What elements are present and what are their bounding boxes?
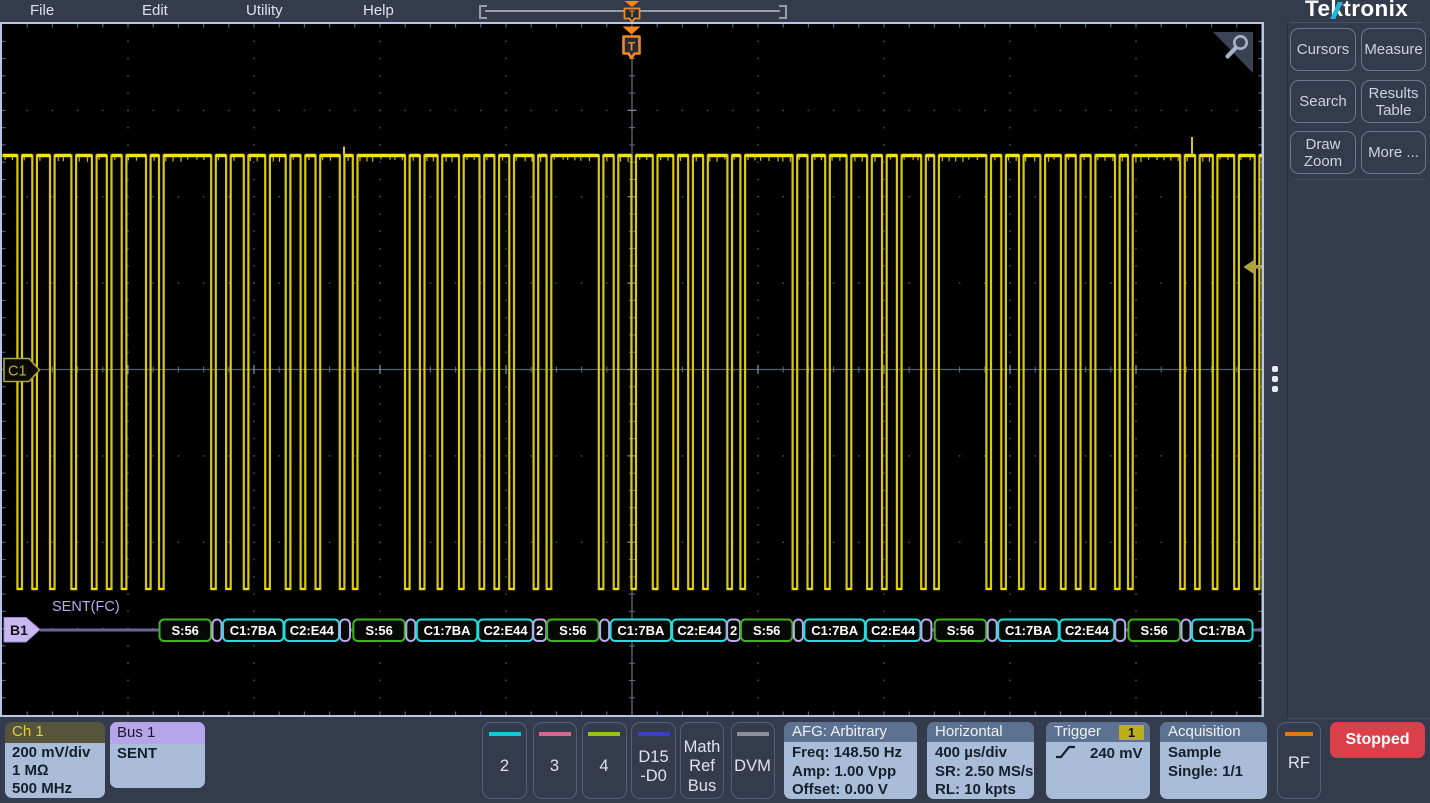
svg-text:C1:7BA: C1:7BA bbox=[1005, 623, 1053, 638]
svg-text:T: T bbox=[629, 9, 635, 20]
svg-text:SENT(FC): SENT(FC) bbox=[52, 599, 120, 615]
svg-text:C2:E44: C2:E44 bbox=[677, 623, 722, 638]
svg-text:S:56: S:56 bbox=[947, 623, 974, 638]
svg-text:C1: C1 bbox=[8, 364, 27, 380]
svg-text:S:56: S:56 bbox=[171, 623, 198, 638]
svg-text:C1:7BA: C1:7BA bbox=[617, 623, 665, 638]
svg-text:2: 2 bbox=[730, 623, 737, 638]
svg-text:S:56: S:56 bbox=[365, 623, 392, 638]
svg-text:C2:E44: C2:E44 bbox=[484, 623, 529, 638]
svg-text:S:56: S:56 bbox=[753, 623, 780, 638]
svg-text:2: 2 bbox=[536, 623, 543, 638]
svg-text:C1:7BA: C1:7BA bbox=[424, 623, 472, 638]
svg-text:C2:E44: C2:E44 bbox=[290, 623, 335, 638]
svg-text:C1:7BA: C1:7BA bbox=[811, 623, 859, 638]
svg-text:C1:7BA: C1:7BA bbox=[230, 623, 278, 638]
svg-text:B1: B1 bbox=[10, 622, 28, 638]
svg-text:S:56: S:56 bbox=[1140, 623, 1167, 638]
svg-text:C2:E44: C2:E44 bbox=[871, 623, 916, 638]
svg-text:T: T bbox=[628, 40, 636, 54]
svg-text:C1:7BA: C1:7BA bbox=[1199, 623, 1247, 638]
svg-text:C2:E44: C2:E44 bbox=[1065, 623, 1110, 638]
svg-text:S:56: S:56 bbox=[559, 623, 586, 638]
